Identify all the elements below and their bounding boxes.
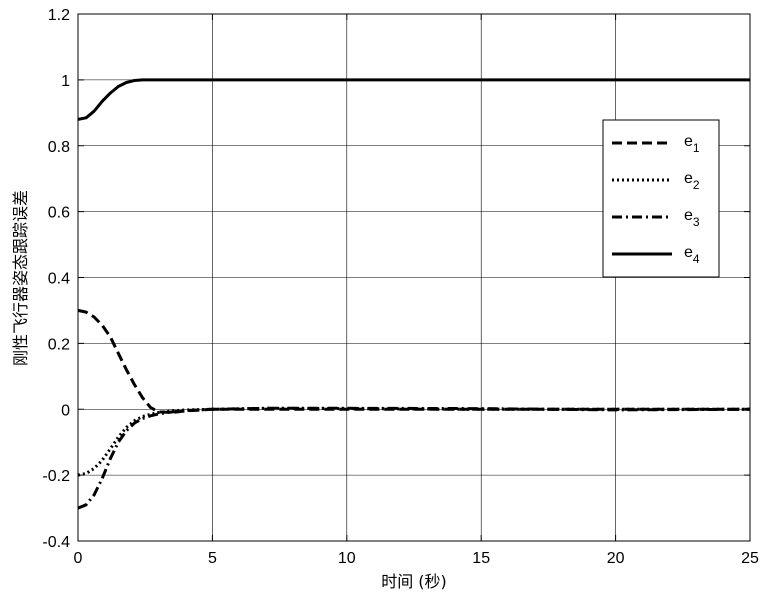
x-tick-label: 0 <box>74 550 83 567</box>
y-tick-label: 0.6 <box>48 205 70 222</box>
y-tick-label: 0.8 <box>48 139 70 156</box>
x-tick-label: 5 <box>208 550 217 567</box>
y-axis-label: 刚性飞行器姿态跟踪误差 <box>11 190 30 366</box>
legend-subscript: 2 <box>693 178 700 192</box>
legend: e1e2e3e4 <box>603 120 719 277</box>
x-tick-label: 15 <box>472 550 490 567</box>
x-tick-label: 10 <box>338 550 356 567</box>
legend-subscript: 4 <box>693 252 700 266</box>
legend-subscript: 3 <box>693 215 700 229</box>
legend-subscript: 1 <box>693 141 700 155</box>
y-tick-label: -0.4 <box>42 534 70 551</box>
x-tick-label: 25 <box>741 550 759 567</box>
y-tick-label: 0 <box>61 402 70 419</box>
y-tick-label: -0.2 <box>42 468 70 485</box>
y-tick-label: 0.4 <box>48 271 70 288</box>
y-tick-labels: -0.4 -0.2 0 0.2 0.4 0.6 0.8 1 1.2 <box>42 7 70 551</box>
y-tick-label: 1 <box>61 73 70 90</box>
x-tick-label: 20 <box>607 550 625 567</box>
x-axis-label: 时间 (秒) <box>381 572 447 591</box>
y-tick-label: 0.2 <box>48 336 70 353</box>
x-tick-labels: 0 5 10 15 20 25 <box>74 550 759 567</box>
y-tick-label: 1.2 <box>48 7 70 24</box>
